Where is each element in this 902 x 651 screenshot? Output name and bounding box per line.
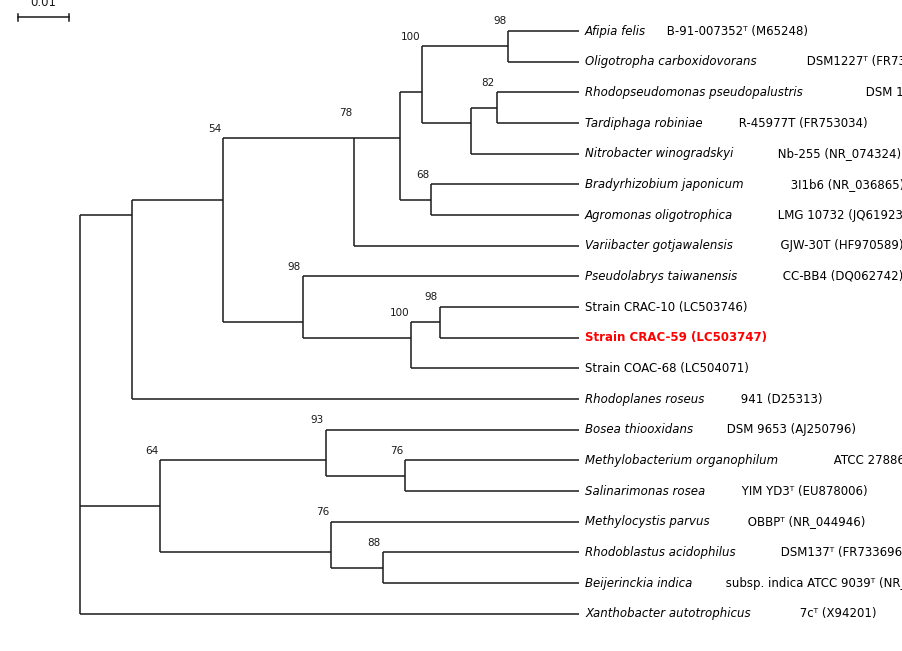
Text: Tardiphaga robiniae: Tardiphaga robiniae	[585, 117, 703, 130]
Text: Strain CRAC-59 (LC503747): Strain CRAC-59 (LC503747)	[585, 331, 767, 344]
Text: Variibacter gotjawalensis: Variibacter gotjawalensis	[585, 240, 733, 252]
Text: Methylocystis parvus: Methylocystis parvus	[585, 516, 710, 529]
Text: Nb-255 (NR_074324): Nb-255 (NR_074324)	[774, 147, 901, 160]
Text: YIM YD3ᵀ (EU878006): YIM YD3ᵀ (EU878006)	[738, 484, 868, 497]
Text: 82: 82	[482, 77, 495, 88]
Text: Rhodoplanes roseus: Rhodoplanes roseus	[585, 393, 704, 406]
Text: DSM 123 (AB175650): DSM 123 (AB175650)	[861, 86, 902, 99]
Text: Beijerinckia indica: Beijerinckia indica	[585, 577, 693, 590]
Text: 88: 88	[368, 538, 381, 548]
Text: Strain COAC-68 (LC504071): Strain COAC-68 (LC504071)	[585, 362, 749, 375]
Text: Bosea thiooxidans: Bosea thiooxidans	[585, 423, 693, 436]
Text: ATCC 27886ᵀ (AB175638): ATCC 27886ᵀ (AB175638)	[831, 454, 902, 467]
Text: 54: 54	[208, 124, 221, 134]
Text: 100: 100	[401, 32, 420, 42]
Text: 64: 64	[145, 446, 159, 456]
Text: subsp. indica ATCC 9039ᵀ (NR_042178): subsp. indica ATCC 9039ᵀ (NR_042178)	[722, 577, 902, 590]
Text: Pseudolabrys taiwanensis: Pseudolabrys taiwanensis	[585, 270, 737, 283]
Text: 3I1b6 (NR_036865): 3I1b6 (NR_036865)	[787, 178, 902, 191]
Text: DSM1227ᵀ (FR733697 ): DSM1227ᵀ (FR733697 )	[803, 55, 902, 68]
Text: Rhodopseudomonas pseudopalustris: Rhodopseudomonas pseudopalustris	[585, 86, 803, 99]
Text: R-45977T (FR753034): R-45977T (FR753034)	[735, 117, 868, 130]
Text: 98: 98	[425, 292, 437, 303]
Text: Bradyrhizobium japonicum: Bradyrhizobium japonicum	[585, 178, 743, 191]
Text: Agromonas oligotrophica: Agromonas oligotrophica	[585, 208, 733, 221]
Text: CC-BB4 (DQ062742): CC-BB4 (DQ062742)	[778, 270, 902, 283]
Text: 68: 68	[416, 170, 429, 180]
Text: Oligotropha carboxidovorans: Oligotropha carboxidovorans	[585, 55, 757, 68]
Text: Strain CRAC-10 (LC503746): Strain CRAC-10 (LC503746)	[585, 301, 748, 314]
Text: OBBPᵀ (NR_044946): OBBPᵀ (NR_044946)	[744, 516, 865, 529]
Text: B-91-007352ᵀ (M65248): B-91-007352ᵀ (M65248)	[664, 25, 808, 38]
Text: 941 (D25313): 941 (D25313)	[737, 393, 823, 406]
Text: 0.01: 0.01	[31, 0, 56, 8]
Text: LMG 10732 (JQ619230): LMG 10732 (JQ619230)	[774, 208, 902, 221]
Text: Nitrobacter winogradskyi: Nitrobacter winogradskyi	[585, 147, 733, 160]
Text: Salinarimonas rosea: Salinarimonas rosea	[585, 484, 705, 497]
Text: 93: 93	[310, 415, 324, 425]
Text: DSM137ᵀ (FR733696): DSM137ᵀ (FR733696)	[777, 546, 902, 559]
Text: 76: 76	[391, 446, 404, 456]
Text: 98: 98	[288, 262, 301, 272]
Text: Methylobacterium organophilum: Methylobacterium organophilum	[585, 454, 778, 467]
Text: 78: 78	[339, 109, 353, 118]
Text: 98: 98	[493, 16, 506, 27]
Text: 76: 76	[317, 507, 329, 517]
Text: Afipia felis: Afipia felis	[585, 25, 646, 38]
Text: Xanthobacter autotrophicus: Xanthobacter autotrophicus	[585, 607, 750, 620]
Text: GJW-30T (HF970589): GJW-30T (HF970589)	[773, 240, 902, 252]
Text: 100: 100	[390, 308, 410, 318]
Text: DSM 9653 (AJ250796): DSM 9653 (AJ250796)	[723, 423, 856, 436]
Text: 7cᵀ (X94201): 7cᵀ (X94201)	[796, 607, 876, 620]
Text: Rhodoblastus acidophilus: Rhodoblastus acidophilus	[585, 546, 736, 559]
